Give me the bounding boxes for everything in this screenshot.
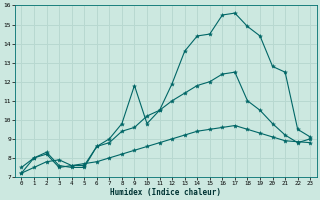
- X-axis label: Humidex (Indice chaleur): Humidex (Indice chaleur): [110, 188, 221, 197]
